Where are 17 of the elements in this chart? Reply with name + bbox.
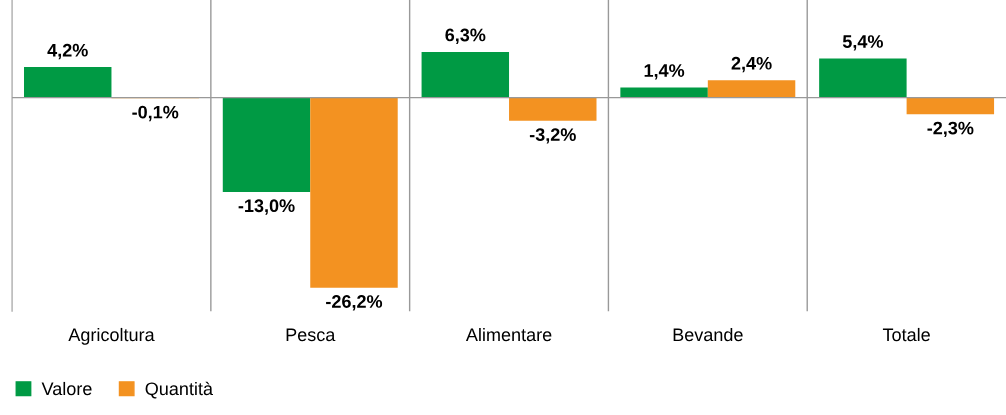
data-label: -26,2% — [326, 295, 383, 311]
data-label: -0,1% — [132, 105, 179, 122]
x-tick-label: Alimentare — [465, 327, 552, 342]
x-tick-label: Pesca — [286, 328, 336, 342]
data-label: 6,3% — [445, 28, 486, 44]
data-label: -2,3% — [927, 121, 974, 138]
data-label: 1,4% — [644, 64, 685, 80]
data-label: 4,2% — [47, 43, 88, 60]
x-tick-label: Totale — [882, 327, 930, 342]
data-label: 2,4% — [731, 56, 772, 73]
x-tick-label: Bevande — [673, 327, 743, 342]
data-label: -13,0% — [238, 199, 295, 215]
data-label: 5,4% — [842, 35, 883, 51]
x-tick-label: Agricoltura — [68, 327, 155, 345]
legend-label: Quantità — [145, 381, 213, 399]
data-label: -3,2% — [529, 128, 576, 144]
legend-label: Valore — [41, 381, 92, 396]
